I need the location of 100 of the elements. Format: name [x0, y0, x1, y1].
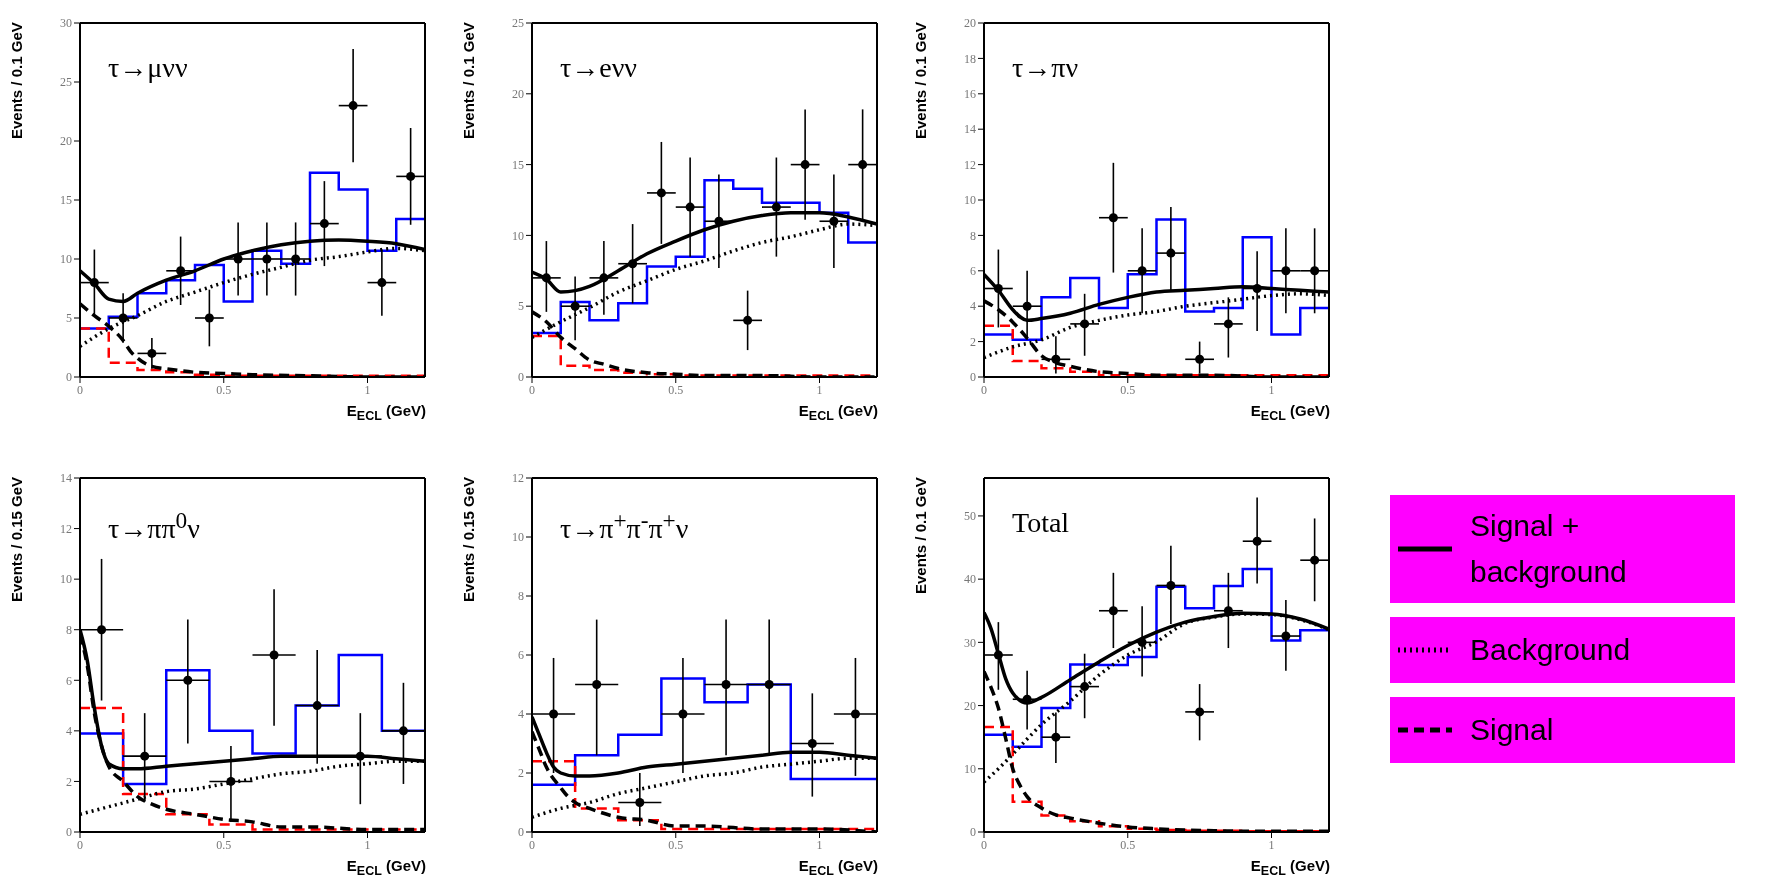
x-tick-label: 0 — [77, 382, 83, 397]
y-tick-label: 0 — [970, 825, 976, 840]
point — [1281, 631, 1291, 641]
y-tick-label: 0 — [970, 370, 976, 385]
point — [97, 625, 107, 635]
point — [319, 219, 329, 229]
y-tick-label: 6 — [970, 264, 976, 279]
y-tick-label: 14 — [60, 471, 72, 486]
x-tick-label: 1 — [816, 837, 823, 852]
annotation: τ→eνν — [560, 52, 637, 84]
y-tick-label: 4 — [970, 299, 976, 314]
y-tick-label: 20 — [964, 16, 976, 31]
y-tick-label: 12 — [60, 521, 72, 536]
point — [1252, 536, 1262, 546]
y-tick-label: 10 — [60, 252, 72, 267]
x-axis-title: E$_{ECL}$ (GeV) — [798, 857, 878, 878]
y-tick-label: 15 — [512, 157, 524, 172]
x-tick-label: 0 — [529, 837, 535, 852]
y-tick-label: 6 — [66, 673, 72, 688]
y-tick-label: 8 — [518, 589, 524, 604]
point — [147, 348, 157, 358]
y-axis-title: Events / 0.1 GeV — [460, 22, 477, 141]
point — [204, 313, 214, 323]
point — [721, 679, 731, 690]
x-tick-label: 0.5 — [1120, 837, 1136, 852]
y-tick-label: 8 — [970, 228, 976, 243]
x-tick-label: 0 — [529, 382, 535, 397]
annotation: τ→πν — [1012, 52, 1079, 84]
point — [1166, 580, 1176, 590]
annotation: τ→ππ$^{0}$ν — [108, 507, 200, 546]
point — [1108, 213, 1118, 223]
point — [406, 171, 416, 181]
y-axis-title: Events / 0.1 GeV — [912, 22, 929, 141]
point — [635, 797, 645, 808]
point — [291, 254, 301, 264]
point — [592, 679, 602, 690]
y-axis-title: Events / 0.1 GeV — [8, 22, 25, 141]
y-tick-label: 25 — [60, 75, 72, 90]
x-tick-label: 0.5 — [668, 382, 684, 397]
y-tick-label: 0 — [518, 370, 524, 385]
point — [269, 650, 279, 660]
point — [233, 254, 243, 264]
point — [348, 101, 358, 111]
x-axis-title: E$_{ECL}$ (GeV) — [1250, 402, 1330, 423]
y-tick-label: 16 — [964, 87, 976, 102]
point — [355, 751, 365, 761]
point — [549, 709, 559, 719]
y-axis-title: Events / 0.15 GeV — [460, 477, 477, 605]
point — [1080, 319, 1090, 329]
point — [1195, 707, 1205, 717]
point — [829, 216, 839, 226]
y-tick-label: 18 — [964, 51, 976, 66]
x-axis-title: E$_{ECL}$ (GeV) — [1250, 857, 1330, 878]
point — [1137, 266, 1147, 276]
point — [771, 202, 781, 212]
x-tick-label: 0 — [77, 837, 83, 852]
y-tick-label: 15 — [60, 193, 72, 208]
x-tick-label: 1 — [364, 382, 371, 397]
point — [1166, 248, 1176, 258]
point — [1310, 555, 1320, 565]
point — [1108, 606, 1118, 616]
point — [1051, 732, 1061, 742]
y-tick-label: 6 — [518, 648, 524, 663]
point — [1022, 301, 1032, 311]
y-tick-label: 14 — [964, 122, 976, 137]
y-axis-title: Events / 0.1 GeV — [912, 477, 929, 596]
point — [541, 273, 551, 283]
x-axis-title: E$_{ECL}$ (GeV) — [346, 402, 426, 423]
point — [685, 202, 695, 212]
point — [89, 278, 99, 288]
y-tick-label: 4 — [66, 724, 72, 739]
x-tick-label: 1 — [1268, 837, 1275, 852]
y-tick-label: 30 — [964, 635, 976, 650]
point — [714, 216, 724, 226]
y-tick-label: 0 — [518, 825, 524, 840]
annotation: τ→μνν — [108, 52, 188, 84]
annotation: τ→π$^{+}$π$^{-}$π$^{+}$ν — [560, 507, 689, 546]
y-tick-label: 40 — [964, 572, 976, 587]
point — [1223, 319, 1233, 329]
x-tick-label: 1 — [364, 837, 371, 852]
point — [800, 160, 810, 170]
point — [1080, 682, 1090, 692]
x-tick-label: 0 — [981, 837, 987, 852]
y-tick-label: 10 — [964, 193, 976, 208]
point — [743, 315, 753, 325]
legend-label: Signal + background — [1470, 508, 1628, 590]
point — [226, 776, 236, 786]
point — [140, 751, 150, 761]
legend-label: Background — [1470, 632, 1632, 668]
y-tick-label: 50 — [964, 509, 976, 524]
x-tick-label: 0.5 — [668, 837, 684, 852]
point — [858, 160, 868, 170]
point — [993, 283, 1003, 294]
point — [570, 301, 580, 311]
point — [764, 679, 774, 690]
point — [183, 675, 193, 685]
y-tick-label: 0 — [66, 825, 72, 840]
x-tick-label: 0 — [981, 382, 987, 397]
y-tick-label: 25 — [512, 16, 524, 31]
point — [993, 650, 1003, 660]
